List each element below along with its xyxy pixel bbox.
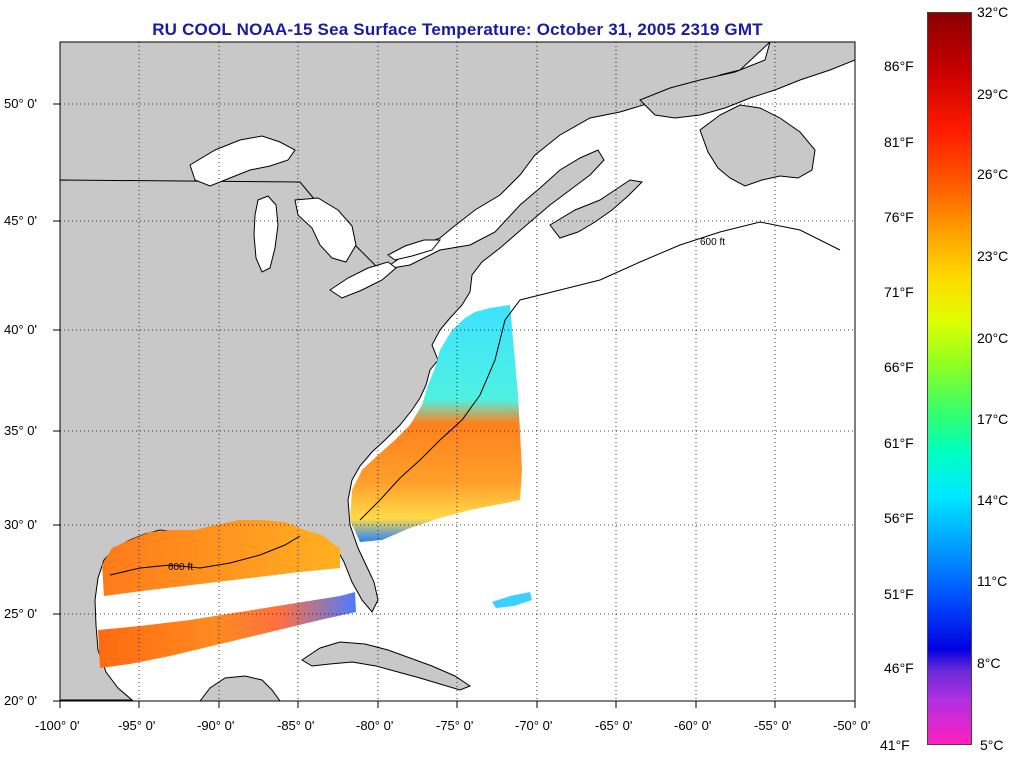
lon-label-70: -70° 0' <box>515 718 553 733</box>
cb-f-51: 51°F <box>884 586 914 602</box>
cb-f-56: 56°F <box>884 510 914 526</box>
cb-f-46: 46°F <box>884 660 914 676</box>
land-labrador <box>639 42 855 119</box>
lon-label-90: -90° 0' <box>197 718 235 733</box>
cb-f-66: 66°F <box>884 359 914 375</box>
cb-c-23: 23°C <box>977 248 1009 264</box>
cb-f-41: 41°F <box>880 737 910 753</box>
cb-c-17: 17°C <box>977 411 1009 427</box>
sst-atlantic <box>350 305 522 542</box>
land-newfoundland <box>699 104 816 187</box>
lake-michigan <box>253 195 279 273</box>
lat-label-25: 25° 0' <box>4 606 37 621</box>
lon-label-60: -60° 0' <box>674 718 712 733</box>
lon-label-80: -80° 0' <box>356 718 394 733</box>
lake-huron <box>294 197 357 263</box>
map-title: RU COOL NOAA-15 Sea Surface Temperature:… <box>152 20 763 39</box>
contour-600ft-atlantic <box>359 221 841 521</box>
lon-label-85: -85° 0' <box>277 718 315 733</box>
lat-label-30: 30° 0' <box>4 517 37 532</box>
lon-label-95: -95° 0' <box>118 718 156 733</box>
lake-erie <box>329 261 397 299</box>
land-nova-scotia <box>549 179 644 239</box>
cb-c-20: 20°C <box>977 330 1009 346</box>
lon-label-55: -55° 0' <box>754 718 792 733</box>
cb-f-81: 81°F <box>884 134 914 150</box>
sst-gulf-north <box>102 520 340 596</box>
lat-label-35: 35° 0' <box>4 423 37 438</box>
lat-label-20: 20° 0' <box>4 693 37 708</box>
lon-label-50: -50° 0' <box>833 718 871 733</box>
temperature-colorbar <box>927 12 972 745</box>
cb-f-86: 86°F <box>884 58 914 74</box>
cb-c-14: 14°C <box>977 492 1009 508</box>
lat-label-40: 40° 0' <box>4 322 37 337</box>
cb-c-26: 26°C <box>977 166 1009 182</box>
graticule <box>60 42 855 701</box>
cb-c-5: 5°C <box>980 737 1004 753</box>
lake-superior <box>189 135 296 187</box>
lon-label-75: -75° 0' <box>436 718 474 733</box>
cb-f-71: 71°F <box>884 284 914 300</box>
lon-label-65: -65° 0' <box>595 718 633 733</box>
cb-f-61: 61°F <box>884 435 914 451</box>
land-yucatan <box>199 675 281 701</box>
cb-c-29: 29°C <box>977 86 1009 102</box>
lat-label-50: 50° 0' <box>4 96 37 111</box>
lat-label-45: 45° 0' <box>4 213 37 228</box>
sst-gulf-south <box>98 592 356 668</box>
lon-label-100: -100° 0' <box>35 718 80 733</box>
cb-c-11: 11°C <box>977 573 1008 589</box>
contour-600ft-gulf <box>109 535 301 576</box>
contour-label-gulf: 600 ft <box>168 562 193 573</box>
contour-label-atlantic: 600 ft <box>700 237 725 248</box>
land-cuba <box>301 641 472 691</box>
cb-c-8: 8°C <box>977 655 1001 671</box>
cb-f-76: 76°F <box>884 209 914 225</box>
cb-c-32: 32°C <box>977 4 1009 20</box>
sst-bahamas <box>492 592 532 608</box>
lake-ontario <box>387 239 442 261</box>
